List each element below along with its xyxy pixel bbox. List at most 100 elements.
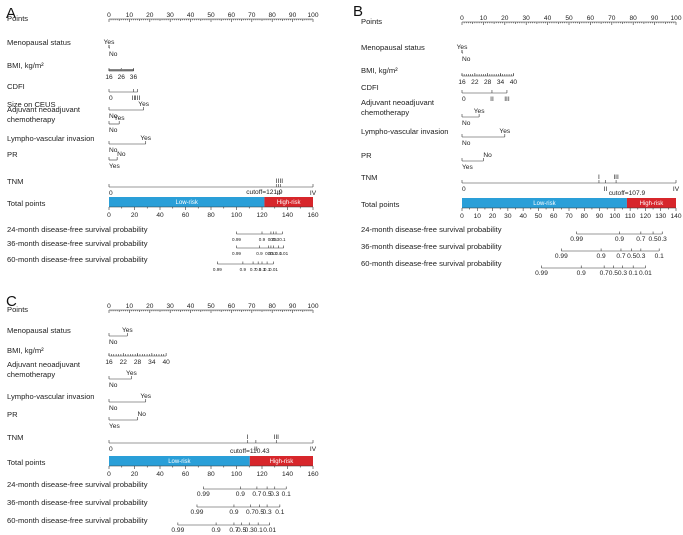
low-risk-label: Low-risk xyxy=(533,201,556,207)
variable-level-label: Yes xyxy=(114,115,125,122)
variable-level-label: 16 xyxy=(105,74,113,81)
variable-label: Lympho-vascular invasion xyxy=(7,392,95,401)
survival-label: 60-month disease-free survival probabili… xyxy=(7,255,148,264)
variable-level-label: Yes xyxy=(122,327,133,334)
total-tick-label: 80 xyxy=(581,213,589,220)
survival-value-label: 0.3 xyxy=(245,527,254,534)
points-tick-label: 80 xyxy=(269,12,277,19)
survival-value-label: 0.7 xyxy=(229,527,238,534)
variable-level-label: Yes xyxy=(109,163,120,170)
survival-value-label: 0.1 xyxy=(655,253,664,260)
points-tick-label: 70 xyxy=(248,12,256,19)
total-tick-label: 70 xyxy=(565,213,573,220)
survival-value-label: 0.5 xyxy=(648,236,657,243)
survival-value-label: 0.5 xyxy=(268,251,275,256)
survival-value-label: 0.3 xyxy=(270,251,277,256)
survival-value-label: 0.99 xyxy=(570,236,583,243)
cutoff-label: cutoff=110.43 xyxy=(230,448,270,455)
variable-label: Lympho-vascular invasion xyxy=(361,127,449,136)
low-risk-label: Low-risk xyxy=(176,200,199,206)
points-tick-label: 80 xyxy=(630,15,638,22)
variable-label: Adjuvant neoadjuvant xyxy=(7,105,81,114)
total-tick-label: 0 xyxy=(460,213,464,220)
survival-value-label: 0.5 xyxy=(255,267,262,272)
variable-level-label: No xyxy=(462,140,471,147)
survival-value-label: 0.1 xyxy=(279,237,286,242)
total-tick-label: 80 xyxy=(207,212,215,219)
variable-label: CDFI xyxy=(361,83,379,92)
panel-letter-C: C xyxy=(6,293,17,310)
total-tick-label: 160 xyxy=(307,471,318,478)
variable-level-label: 36 xyxy=(130,74,138,81)
survival-value-label: 0.99 xyxy=(535,270,548,277)
points-tick-label: 90 xyxy=(289,303,297,310)
survival-value-label: 0.99 xyxy=(191,509,204,516)
survival-label: 36-month disease-free survival probabili… xyxy=(7,498,148,507)
survival-value-label: 0.99 xyxy=(232,237,241,242)
total-tick-label: 140 xyxy=(670,213,681,220)
low-risk-bar xyxy=(462,198,627,208)
survival-value-label: 0.5 xyxy=(263,491,272,498)
survival-value-label: 0.01 xyxy=(639,270,652,277)
total-tick-label: 40 xyxy=(519,213,527,220)
survival-value-label: 0.1 xyxy=(629,270,638,277)
total-tick-label: 60 xyxy=(182,471,190,478)
variable-label: PR xyxy=(7,410,18,419)
variable-level-label: II xyxy=(490,96,494,103)
points-tick-label: 50 xyxy=(207,12,215,19)
total-tick-label: 110 xyxy=(625,213,636,220)
variable-label: Adjuvant neoadjuvant xyxy=(361,98,435,107)
survival-value-label: 0.5 xyxy=(627,253,636,260)
survival-value-label: 0.9 xyxy=(212,527,221,534)
variable-level-label: III xyxy=(504,96,510,103)
variable-label: TNM xyxy=(361,173,377,182)
high-risk-label: High-risk xyxy=(270,459,295,465)
variable-label: chemotherapy xyxy=(361,108,409,117)
variable-level-label: I xyxy=(247,434,249,441)
points-tick-label: 50 xyxy=(565,15,573,22)
total-tick-label: 40 xyxy=(156,471,164,478)
survival-value-label: 0.7 xyxy=(636,236,645,243)
total-tick-label: 140 xyxy=(282,212,293,219)
survival-value-label: 0.3 xyxy=(259,267,266,272)
variable-level-label: Yes xyxy=(138,101,149,108)
total-tick-label: 80 xyxy=(207,471,215,478)
survival-value-label: 0.7 xyxy=(265,251,272,256)
total-tick-label: 60 xyxy=(550,213,558,220)
points-tick-label: 20 xyxy=(146,303,154,310)
variable-level-label: II xyxy=(254,446,258,453)
survival-value-label: 0.99 xyxy=(555,253,568,260)
variable-label: Menopausal status xyxy=(361,43,425,52)
total-tick-label: 120 xyxy=(640,213,651,220)
total-tick-label: 0 xyxy=(107,471,111,478)
survival-value-label: 0.9 xyxy=(236,491,245,498)
points-tick-label: 10 xyxy=(126,12,134,19)
survival-value-label: 0.5 xyxy=(270,237,277,242)
total-points-label: Total points xyxy=(7,458,46,467)
variable-level-label: Yes xyxy=(109,423,120,430)
points-tick-label: 100 xyxy=(307,303,318,310)
total-tick-label: 20 xyxy=(131,471,139,478)
total-tick-label: 140 xyxy=(282,471,293,478)
variable-label: BMI, kg/m² xyxy=(361,66,398,75)
survival-value-label: 0.7 xyxy=(268,237,275,242)
variable-level-label: 28 xyxy=(484,79,492,86)
points-label: Points xyxy=(7,305,28,314)
survival-label: 24-month disease-free survival probabili… xyxy=(7,225,148,234)
survival-value-label: 0.7 xyxy=(600,270,609,277)
total-tick-label: 90 xyxy=(596,213,604,220)
points-tick-label: 70 xyxy=(248,303,256,310)
variable-level-label: 0 xyxy=(109,446,113,453)
survival-label: 24-month disease-free survival probabili… xyxy=(7,480,148,489)
survival-label: 36-month disease-free survival probabili… xyxy=(361,242,502,251)
survival-value-label: 0.7 xyxy=(616,253,625,260)
high-risk-bar xyxy=(249,456,313,466)
cutoff-label: cutoff=121.9 xyxy=(246,189,283,196)
high-risk-label: High-risk xyxy=(277,200,302,206)
variable-label: Menopausal status xyxy=(7,326,71,335)
low-risk-label: Low-risk xyxy=(168,459,191,465)
variable-level-label: I xyxy=(275,178,277,185)
variable-level-label: 40 xyxy=(162,359,170,366)
survival-value-label: 0.9 xyxy=(240,267,247,272)
